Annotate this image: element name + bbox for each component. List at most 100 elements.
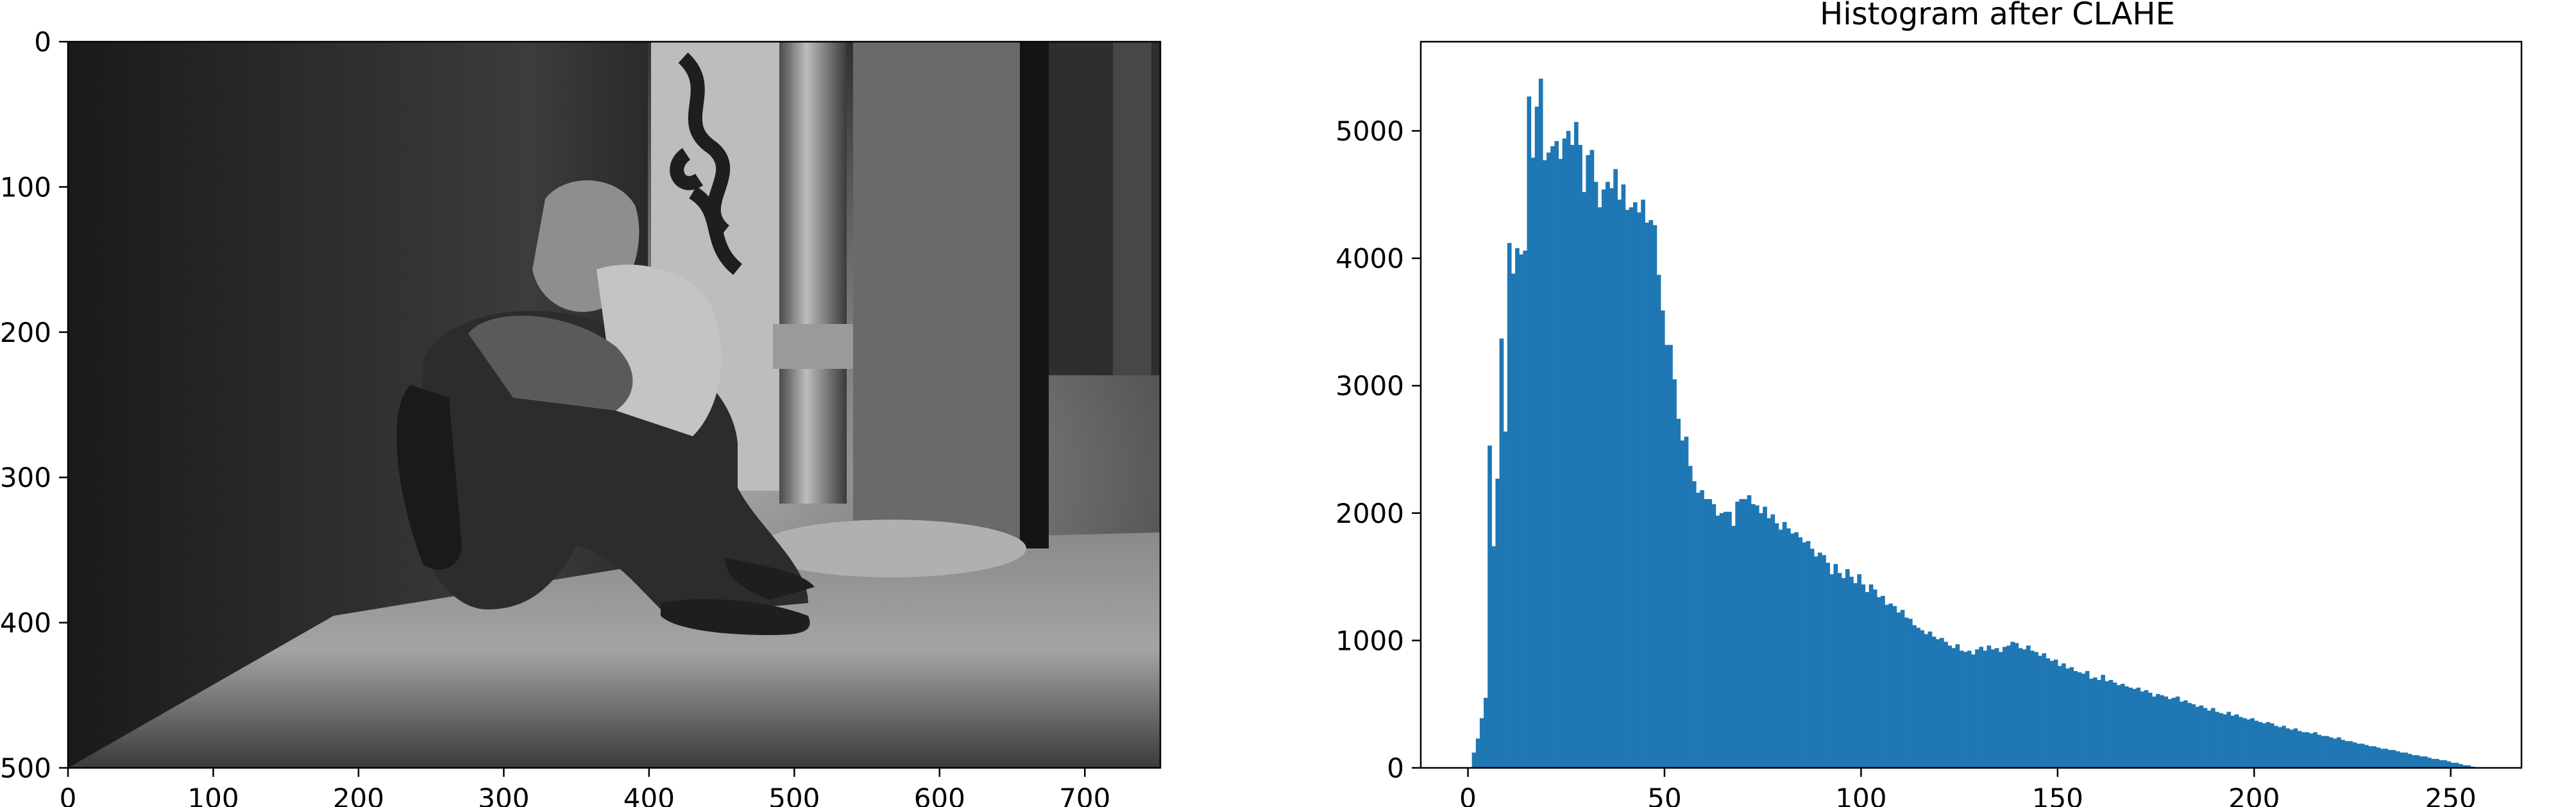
histogram-bar <box>1511 273 1516 768</box>
histogram-bar <box>1656 275 1661 768</box>
histogram-bar <box>1479 718 1484 768</box>
histogram-bar <box>1939 638 1944 768</box>
histogram-bar <box>1865 591 1870 768</box>
histogram-bar <box>1715 515 1720 768</box>
histogram-bar <box>2313 732 2318 768</box>
histogram-bar <box>1829 574 1835 768</box>
histogram-bar <box>1621 184 1626 768</box>
histogram-bar <box>2309 733 2314 768</box>
histogram-bar <box>2356 743 2361 768</box>
histogram-bar <box>1857 574 1861 768</box>
histogram-bar <box>1727 511 1732 768</box>
histogram-bar <box>2148 692 2153 768</box>
histogram-bar <box>2282 726 2286 768</box>
histogram-bar <box>1916 627 1920 768</box>
histogram-bar <box>2081 674 2086 768</box>
histogram-bar <box>1487 445 1492 768</box>
histogram-x-tick-label: 150 <box>2032 783 2083 807</box>
histogram-bar <box>1558 158 1563 769</box>
histogram-bar <box>2057 666 2062 768</box>
histogram-bar <box>2199 705 2204 768</box>
histogram-bar <box>2348 741 2353 768</box>
histogram-bar <box>1849 577 1854 768</box>
histogram-bar <box>1484 697 1488 768</box>
histogram-bar <box>2293 728 2298 768</box>
histogram-bar <box>2266 722 2271 768</box>
histogram-bar <box>1503 431 1508 768</box>
histogram-bar <box>2431 759 2436 768</box>
image-y-tick-label: 0 <box>34 26 51 58</box>
histogram-bar <box>1632 202 1638 768</box>
histogram-bar <box>1983 650 1988 768</box>
histogram-bar <box>1719 513 1724 768</box>
histogram-bar <box>2069 667 2074 768</box>
histogram-bar <box>2352 742 2357 768</box>
histogram-bar <box>1990 649 1996 768</box>
histogram-bar <box>2171 697 2176 768</box>
histogram-bar <box>2022 649 2027 768</box>
histogram-bar <box>1778 529 1783 768</box>
histogram-bar <box>1888 603 1894 768</box>
histogram-bar <box>2246 719 2251 768</box>
image-x-ticks: 0 100 200 300 400 500 600 700 <box>60 768 1110 807</box>
histogram-bar <box>2446 761 2452 768</box>
histogram-bar <box>1534 106 1539 769</box>
histogram-bar <box>2364 745 2369 768</box>
histogram-bar <box>1696 493 1700 768</box>
histogram-bar <box>2210 708 2216 768</box>
chart-title: Histogram after CLAHE <box>1820 0 2175 32</box>
histogram-bar <box>2049 661 2055 768</box>
histogram-bar <box>1527 96 1532 768</box>
histogram-bar <box>1707 498 1713 768</box>
histogram-y-tick-label: 4000 <box>1335 243 1404 275</box>
histogram-bar <box>1582 192 1586 768</box>
histogram-bar <box>1881 595 1885 768</box>
histogram-bar <box>1530 157 1536 769</box>
histogram-bar <box>1861 584 1866 768</box>
histogram-bar <box>2325 736 2330 768</box>
histogram-bar <box>2407 754 2412 768</box>
histogram-bar <box>1542 160 1547 769</box>
histogram-bar <box>1515 248 1520 768</box>
histogram-bar <box>1688 466 1693 768</box>
histogram-bar <box>1767 518 1772 768</box>
histogram-bar <box>2423 756 2428 768</box>
histogram-bar <box>1967 650 1972 768</box>
histogram-bar <box>1876 597 1881 768</box>
histogram-bar <box>2341 740 2345 768</box>
histogram-bar <box>2439 760 2444 768</box>
histogram-bar <box>2101 675 2105 768</box>
histogram-bar <box>1570 144 1575 768</box>
histogram-bar <box>1794 532 1799 768</box>
histogram-bar <box>2262 723 2267 768</box>
image-y-tick-label: 500 <box>0 752 51 784</box>
histogram-bar <box>1774 523 1779 768</box>
histogram-bar <box>1971 654 1976 768</box>
histogram-bar <box>2183 700 2188 768</box>
histogram-bar <box>1951 648 1956 768</box>
histogram-bar <box>2400 752 2404 768</box>
histogram-bar <box>1593 182 1598 768</box>
histogram-bar <box>2254 720 2258 768</box>
histogram-bar <box>1597 207 1602 769</box>
histogram-bar <box>2376 747 2380 768</box>
image-y-tick-label: 300 <box>0 462 51 493</box>
histogram-bar <box>1578 144 1582 768</box>
histogram-bar <box>2226 711 2232 768</box>
histogram-bar <box>1601 189 1606 768</box>
histogram-bar <box>1731 525 1736 768</box>
histogram-bar <box>1998 652 2003 768</box>
histogram-bar <box>2230 715 2235 768</box>
histogram-y-tick-label: 2000 <box>1335 498 1404 529</box>
histogram-bar <box>2344 741 2349 768</box>
histogram-bar <box>1652 225 1657 768</box>
histogram-bar <box>1519 254 1523 768</box>
histogram-bar <box>1747 495 1752 768</box>
histogram-bar <box>2065 668 2070 768</box>
histogram-bar <box>2391 750 2396 768</box>
histogram-bar <box>2010 641 2015 768</box>
histogram-bar <box>2435 759 2439 768</box>
histogram-bar <box>2250 718 2255 768</box>
histogram-bar <box>1994 648 1999 768</box>
